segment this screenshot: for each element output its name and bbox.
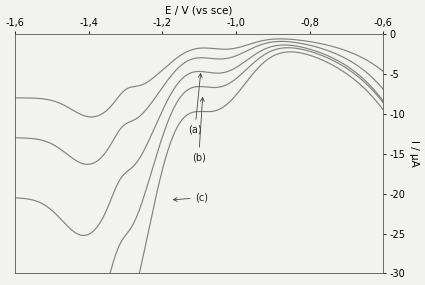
Text: (a): (a) — [188, 74, 202, 135]
Text: (c): (c) — [173, 193, 209, 203]
Text: (b): (b) — [192, 97, 206, 163]
X-axis label: E / V (vs sce): E / V (vs sce) — [165, 5, 233, 16]
Y-axis label: I / μA: I / μA — [409, 140, 419, 167]
